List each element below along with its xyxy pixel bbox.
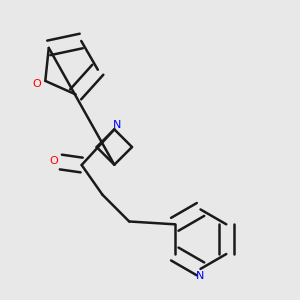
Text: O: O: [49, 156, 58, 166]
Text: N: N: [196, 271, 205, 281]
Text: O: O: [32, 79, 41, 89]
Text: N: N: [113, 120, 122, 130]
